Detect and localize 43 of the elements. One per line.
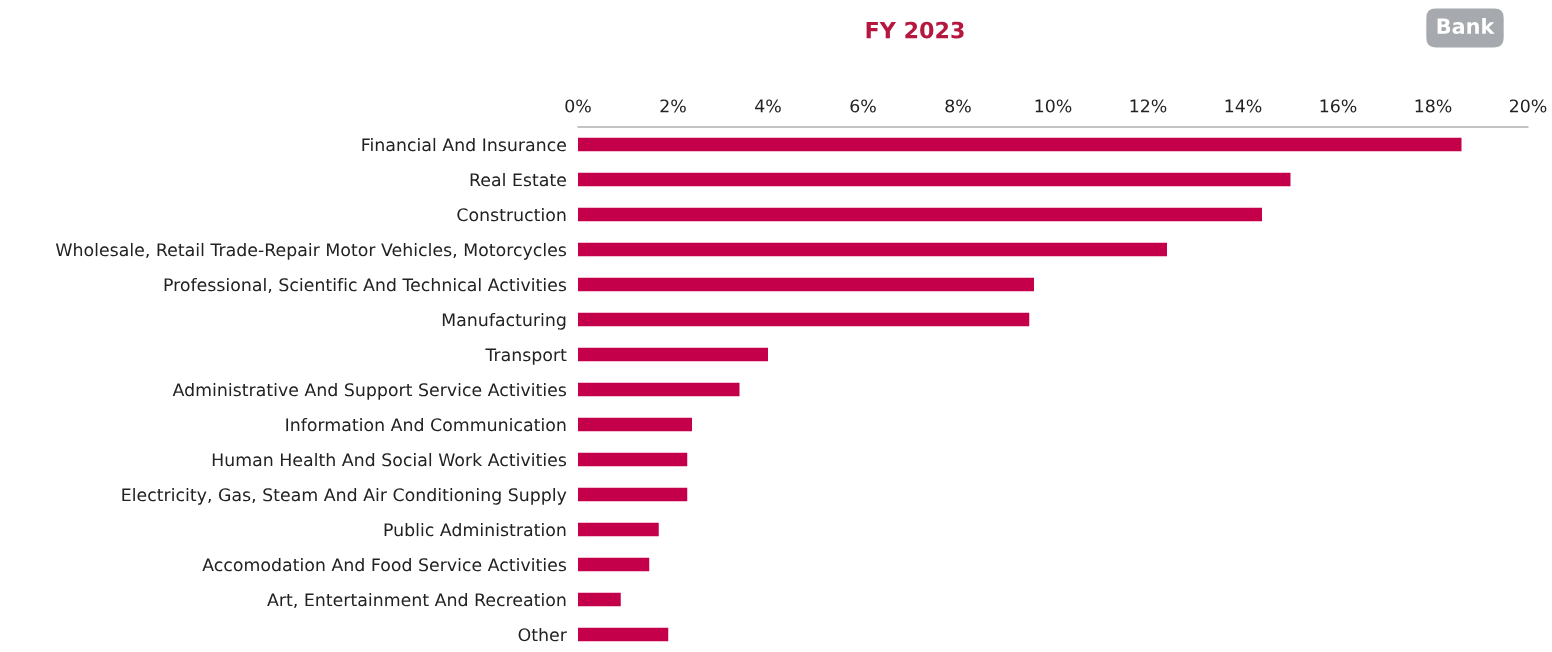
bar	[578, 207, 1262, 222]
y-tick-label: Real Estate	[470, 172, 566, 187]
y-tick-label: Other	[518, 627, 567, 642]
bar	[578, 592, 621, 607]
y-tick-label: Human Health And Social Work Activities	[212, 452, 567, 467]
bar	[578, 452, 688, 467]
bar	[578, 627, 669, 642]
bar	[578, 242, 1167, 257]
bar	[578, 172, 1291, 187]
x-tick-label: 6%	[850, 99, 876, 113]
bar	[578, 277, 1034, 292]
y-tick-label: Transport	[485, 348, 567, 365]
y-tick-label: Manufacturing	[442, 312, 566, 330]
y-tick-label: Electricity, Gas, Steam And Air Conditioning Supply	[122, 487, 567, 505]
y-tick-label: Administrative And Support Service Activities	[172, 382, 567, 400]
y-tick-label: Public Administration	[384, 522, 566, 537]
bar	[578, 487, 688, 502]
y-tick-label: Information And Communication	[286, 417, 566, 432]
x-tick-label: 20%	[1509, 99, 1547, 113]
x-tick-label: 10%	[1035, 99, 1072, 113]
y-tick-label: Accomodation And Food Service Activities	[202, 557, 567, 572]
x-tick-label: 2%	[660, 99, 686, 113]
x-tick-label: 4%	[755, 99, 781, 113]
chart-title: FY 2023	[866, 21, 964, 39]
x-tick-label: 12%	[1130, 99, 1167, 113]
y-tick-label: Wholesale, Retail Trade-Repair Motor Vehicles, Motorcycles	[55, 242, 567, 260]
x-tick-label: 8%	[945, 99, 971, 113]
y-tick-label: Art, Entertainment And Recreation	[267, 592, 566, 609]
bar	[578, 382, 740, 397]
x-tick-label: 14%	[1225, 99, 1262, 113]
x-tick-label: 18%	[1415, 99, 1452, 113]
bar	[578, 312, 1030, 327]
y-tick-label: Construction	[457, 207, 566, 222]
x-tick-label: 0%	[565, 99, 591, 113]
y-tick-label: Financial And Insurance	[362, 137, 566, 152]
bar	[578, 417, 692, 432]
bar	[578, 522, 659, 537]
y-tick-label: Professional, Scientific And Technical Activities	[164, 277, 567, 294]
bar	[578, 557, 650, 572]
x-tick-label: 16%	[1320, 99, 1357, 113]
bar	[578, 347, 768, 362]
text: Bank	[1437, 17, 1495, 35]
bar	[578, 137, 1462, 152]
